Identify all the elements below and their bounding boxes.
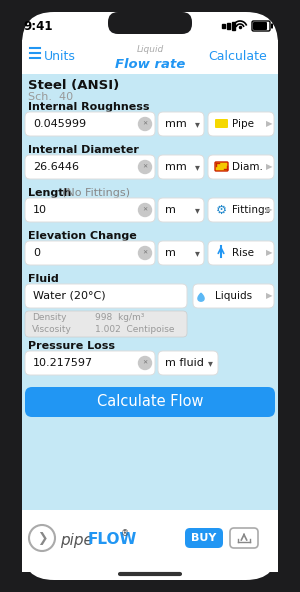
- Text: Liquid: Liquid: [136, 46, 164, 54]
- FancyBboxPatch shape: [253, 22, 267, 30]
- FancyBboxPatch shape: [227, 23, 230, 29]
- Text: ⚙: ⚙: [216, 204, 227, 217]
- Text: 998  kg/m³: 998 kg/m³: [95, 314, 144, 323]
- Text: Water (20°C): Water (20°C): [33, 291, 106, 301]
- FancyBboxPatch shape: [208, 241, 274, 265]
- Circle shape: [139, 246, 152, 259]
- Text: 1.002  Centipoise: 1.002 Centipoise: [95, 324, 175, 333]
- Text: ▾: ▾: [195, 119, 200, 129]
- FancyBboxPatch shape: [222, 24, 225, 28]
- Text: m fluid: m fluid: [165, 358, 204, 368]
- FancyBboxPatch shape: [215, 162, 228, 171]
- FancyBboxPatch shape: [25, 387, 275, 417]
- FancyBboxPatch shape: [185, 528, 223, 548]
- FancyBboxPatch shape: [25, 351, 155, 375]
- Text: Diam.: Diam.: [232, 162, 263, 172]
- Text: ▾: ▾: [195, 205, 200, 215]
- Text: Fluid: Fluid: [28, 274, 59, 284]
- Text: m: m: [165, 205, 176, 215]
- Text: ✕: ✕: [142, 165, 148, 170]
- Text: ▶: ▶: [266, 249, 272, 258]
- Text: Pressure Loss: Pressure Loss: [28, 341, 115, 351]
- FancyBboxPatch shape: [22, 12, 278, 580]
- Text: Flow rate: Flow rate: [115, 57, 185, 70]
- Text: 0: 0: [33, 248, 40, 258]
- Circle shape: [139, 117, 152, 130]
- FancyBboxPatch shape: [22, 40, 278, 74]
- FancyBboxPatch shape: [22, 74, 278, 510]
- Text: 26.6446: 26.6446: [33, 162, 79, 172]
- FancyBboxPatch shape: [18, 8, 282, 584]
- FancyBboxPatch shape: [232, 22, 235, 30]
- Text: BUY: BUY: [191, 533, 217, 543]
- FancyBboxPatch shape: [25, 284, 187, 308]
- FancyBboxPatch shape: [158, 241, 204, 265]
- Text: FLOW: FLOW: [88, 532, 137, 548]
- FancyBboxPatch shape: [208, 198, 274, 222]
- FancyBboxPatch shape: [271, 24, 273, 28]
- Text: (No Fittings): (No Fittings): [55, 188, 130, 198]
- Text: mm: mm: [165, 119, 187, 129]
- FancyBboxPatch shape: [25, 241, 155, 265]
- Text: ▾: ▾: [195, 248, 200, 258]
- Text: mm: mm: [165, 162, 187, 172]
- FancyBboxPatch shape: [25, 112, 155, 136]
- Circle shape: [139, 160, 152, 173]
- Text: Elevation Change: Elevation Change: [28, 231, 137, 241]
- Text: Pipe: Pipe: [232, 119, 254, 129]
- FancyBboxPatch shape: [158, 351, 218, 375]
- Text: 10.217597: 10.217597: [33, 358, 93, 368]
- Text: Internal Diameter: Internal Diameter: [28, 145, 139, 155]
- FancyBboxPatch shape: [108, 12, 192, 34]
- FancyBboxPatch shape: [215, 119, 228, 128]
- Text: Density: Density: [32, 314, 67, 323]
- Text: Length: Length: [28, 188, 71, 198]
- Text: Liquids: Liquids: [215, 291, 252, 301]
- FancyBboxPatch shape: [158, 112, 204, 136]
- Text: Sch.  40: Sch. 40: [28, 92, 73, 102]
- Text: ✕: ✕: [142, 208, 148, 213]
- Text: ❯: ❯: [37, 532, 47, 545]
- Text: Units: Units: [44, 50, 76, 63]
- Text: m: m: [165, 248, 176, 258]
- Text: Steel (ANSI): Steel (ANSI): [28, 79, 119, 92]
- FancyBboxPatch shape: [158, 155, 204, 179]
- Text: ▾: ▾: [195, 162, 200, 172]
- FancyBboxPatch shape: [193, 284, 274, 308]
- Text: ▶: ▶: [266, 205, 272, 214]
- FancyBboxPatch shape: [158, 198, 204, 222]
- Text: ▶: ▶: [266, 120, 272, 128]
- FancyBboxPatch shape: [25, 155, 155, 179]
- Text: 10: 10: [33, 205, 47, 215]
- Circle shape: [139, 204, 152, 217]
- Text: Internal Roughness: Internal Roughness: [28, 102, 149, 112]
- Text: Rise: Rise: [232, 248, 254, 258]
- Text: 0.045999: 0.045999: [33, 119, 86, 129]
- Text: ▾: ▾: [208, 358, 212, 368]
- Text: ✕: ✕: [142, 251, 148, 256]
- Text: Calculate Flow: Calculate Flow: [97, 394, 203, 410]
- Polygon shape: [198, 293, 204, 301]
- Text: Calculate: Calculate: [208, 50, 267, 63]
- Text: 9:41: 9:41: [23, 20, 53, 33]
- Circle shape: [139, 356, 152, 369]
- FancyBboxPatch shape: [208, 112, 274, 136]
- Text: ✕: ✕: [142, 122, 148, 127]
- Text: Viscosity: Viscosity: [32, 324, 72, 333]
- FancyBboxPatch shape: [208, 155, 274, 179]
- FancyBboxPatch shape: [22, 510, 278, 572]
- Text: ✕: ✕: [142, 361, 148, 366]
- Text: ▶: ▶: [266, 162, 272, 172]
- FancyBboxPatch shape: [25, 311, 187, 337]
- Text: ®: ®: [121, 529, 129, 539]
- Text: Fittings: Fittings: [232, 205, 270, 215]
- Text: ▶: ▶: [266, 291, 272, 301]
- Text: pipe: pipe: [60, 532, 93, 548]
- FancyBboxPatch shape: [25, 198, 155, 222]
